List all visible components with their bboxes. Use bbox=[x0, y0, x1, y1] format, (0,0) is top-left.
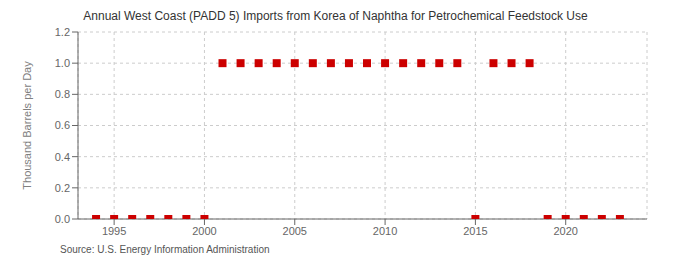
svg-text:1995: 1995 bbox=[102, 225, 126, 237]
svg-text:1.0: 1.0 bbox=[55, 57, 70, 69]
svg-text:2005: 2005 bbox=[283, 225, 307, 237]
svg-text:0.8: 0.8 bbox=[55, 88, 70, 100]
svg-text:0.2: 0.2 bbox=[55, 182, 70, 194]
svg-text:2010: 2010 bbox=[373, 225, 397, 237]
svg-text:1.2: 1.2 bbox=[55, 26, 70, 38]
svg-text:0.0: 0.0 bbox=[55, 213, 70, 225]
svg-text:2000: 2000 bbox=[192, 225, 216, 237]
html-text:Source: U.S. Energy Informatio: Source: U.S. Energy Information Administ… bbox=[60, 244, 270, 255]
svg-text:2020: 2020 bbox=[553, 225, 577, 237]
svg-text:0.4: 0.4 bbox=[55, 151, 70, 163]
html-text:Annual West Coast (PADD 5) Imp: Annual West Coast (PADD 5) Imports from … bbox=[83, 9, 588, 23]
svg-text:0.6: 0.6 bbox=[55, 119, 70, 131]
svg-text:Thousand Barrels per Day: Thousand Barrels per Day bbox=[21, 61, 33, 190]
svg-text:2015: 2015 bbox=[463, 225, 487, 237]
